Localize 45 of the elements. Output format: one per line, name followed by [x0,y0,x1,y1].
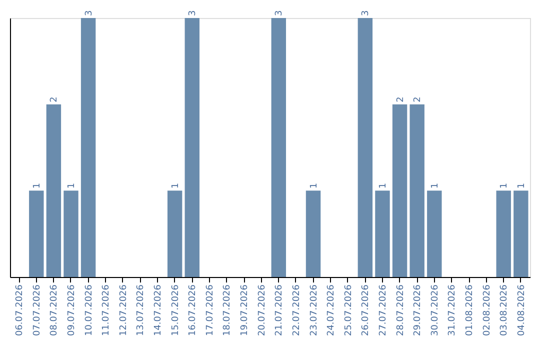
data-label: 1 [378,182,388,189]
x-tick-label: 04.08.2026 [516,284,527,336]
x-tick-label: 15.07.2026 [170,284,181,336]
data-label: 3 [361,10,372,16]
x-tick-label: 21.07.2026 [274,284,285,336]
x-tick-label: 20.07.2026 [257,284,268,336]
x-tick-label: 17.07.2026 [205,284,216,336]
x-tick-label: 06.07.2026 [15,284,26,336]
data-label: 1 [500,182,510,189]
x-tick-label: 28.07.2026 [396,284,406,336]
x-tick-label: 30.07.2026 [430,284,440,336]
x-tick-label: 31.07.2026 [448,284,458,336]
x-tick-label: 07.07.2026 [32,284,42,336]
data-label: 1 [170,182,181,189]
data-label: 2 [396,96,406,102]
x-tick-label: 11.07.2026 [102,284,112,336]
data-label: 3 [274,10,285,16]
x-tick-label: 03.08.2026 [500,284,510,336]
data-label: 3 [188,10,198,16]
x-tick-label: 19.07.2026 [240,284,250,336]
x-tick-label: 22.07.2026 [292,284,302,336]
data-label: 2 [50,96,60,102]
x-tick-label: 16.07.2026 [188,284,198,336]
x-tick-label: 10.07.2026 [84,284,94,336]
x-tick-label: 01.08.2026 [465,284,475,336]
x-tick-label: 12.07.2026 [118,284,129,336]
data-label: 1 [309,182,320,189]
data-label: 1 [516,182,527,189]
data-label: 2 [413,96,424,102]
x-tick-label: 26.07.2026 [361,284,372,336]
x-tick-label: 29.07.2026 [413,284,424,336]
data-label: 3 [84,10,94,16]
data-label: 1 [430,182,440,189]
data-label: 1 [67,182,77,189]
x-tick-label: 27.07.2026 [378,284,388,336]
x-tick-label: 13.07.2026 [136,284,146,336]
x-tick-label: 08.07.2026 [50,284,60,336]
x-tick-label: 09.07.2026 [67,284,77,336]
x-tick-label: 02.08.2026 [482,284,492,336]
x-tick-label: 24.07.2026 [326,284,337,336]
data-label: 1 [32,182,42,189]
x-tick-label: 23.07.2026 [309,284,320,336]
x-tick-label: 25.07.2026 [344,284,354,336]
x-tick-label: 18.07.2026 [222,284,233,336]
x-tick-label: 14.07.2026 [154,284,164,336]
